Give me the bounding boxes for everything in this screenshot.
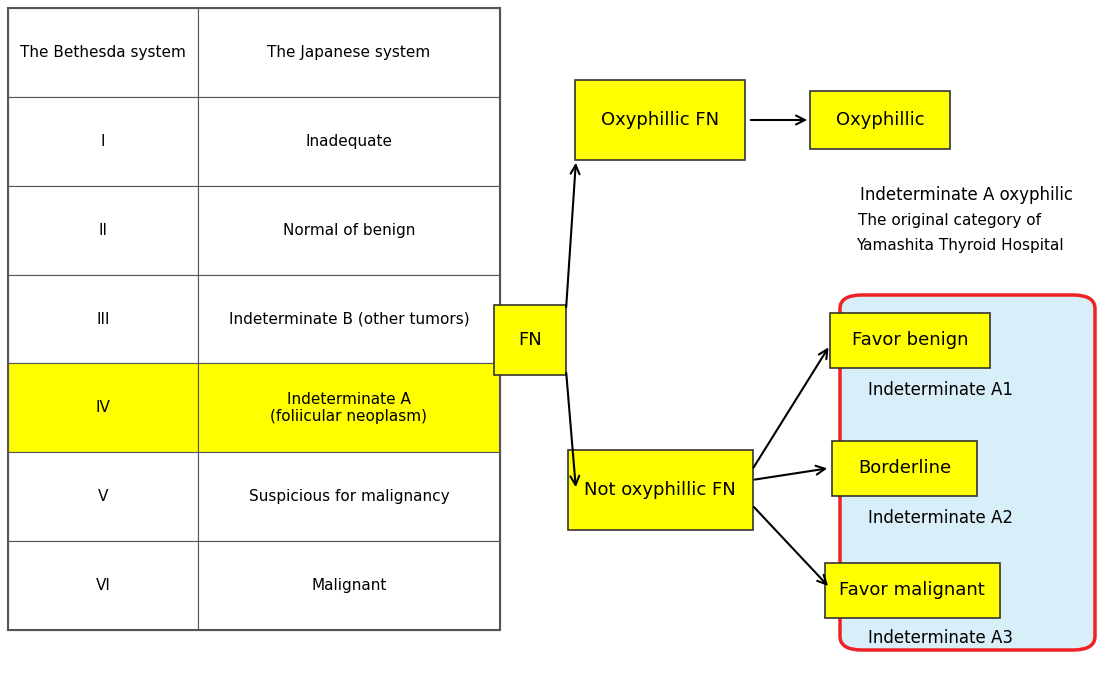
Bar: [8, 186, 198, 275]
Text: Not oxyphillic FN: Not oxyphillic FN: [584, 481, 736, 499]
Text: Oxyphillic FN: Oxyphillic FN: [601, 111, 719, 129]
Text: Normal of benign: Normal of benign: [283, 223, 416, 237]
Text: Indeterminate A2: Indeterminate A2: [868, 509, 1013, 527]
Bar: [8, 97, 198, 186]
Bar: [8, 452, 198, 541]
Text: VI: VI: [95, 578, 111, 593]
Bar: [198, 541, 500, 630]
Text: Indeterminate A3: Indeterminate A3: [868, 629, 1013, 647]
FancyBboxPatch shape: [494, 305, 566, 375]
Bar: [8, 8, 500, 630]
FancyBboxPatch shape: [567, 450, 752, 530]
FancyBboxPatch shape: [840, 295, 1095, 650]
Text: Indeterminate A oxyphilic: Indeterminate A oxyphilic: [860, 186, 1073, 204]
FancyBboxPatch shape: [810, 91, 950, 149]
Text: Indeterminate B (other tumors): Indeterminate B (other tumors): [228, 312, 470, 327]
Text: Malignant: Malignant: [311, 578, 387, 593]
Text: IV: IV: [95, 400, 111, 416]
Bar: [8, 8, 198, 97]
Text: Borderline: Borderline: [859, 459, 952, 477]
Text: I: I: [101, 133, 105, 149]
FancyBboxPatch shape: [575, 80, 745, 160]
Text: II: II: [99, 223, 107, 237]
FancyBboxPatch shape: [824, 563, 999, 618]
Bar: [198, 275, 500, 363]
Text: III: III: [96, 312, 110, 327]
Text: The Japanese system: The Japanese system: [267, 45, 431, 60]
Text: Indeterminate A1: Indeterminate A1: [868, 381, 1013, 399]
Bar: [8, 363, 198, 452]
Bar: [198, 186, 500, 275]
Bar: [198, 8, 500, 97]
Text: Suspicious for malignancy: Suspicious for malignancy: [248, 489, 450, 504]
Text: Yamashita Thyroid Hospital: Yamashita Thyroid Hospital: [856, 237, 1064, 252]
Text: Inadequate: Inadequate: [306, 133, 392, 149]
Bar: [8, 541, 198, 630]
Text: Favor benign: Favor benign: [852, 331, 968, 349]
FancyBboxPatch shape: [830, 312, 991, 367]
Text: The Bethesda system: The Bethesda system: [20, 45, 186, 60]
Text: The original category of: The original category of: [859, 213, 1042, 228]
Bar: [8, 275, 198, 363]
Text: Oxyphillic: Oxyphillic: [835, 111, 924, 129]
Bar: [198, 452, 500, 541]
Bar: [198, 97, 500, 186]
Bar: [198, 363, 500, 452]
Text: V: V: [98, 489, 109, 504]
Text: Favor malignant: Favor malignant: [839, 581, 985, 599]
FancyBboxPatch shape: [832, 440, 977, 495]
Text: Indeterminate A
(foliicular neoplasm): Indeterminate A (foliicular neoplasm): [270, 391, 428, 424]
Text: FN: FN: [519, 331, 542, 349]
